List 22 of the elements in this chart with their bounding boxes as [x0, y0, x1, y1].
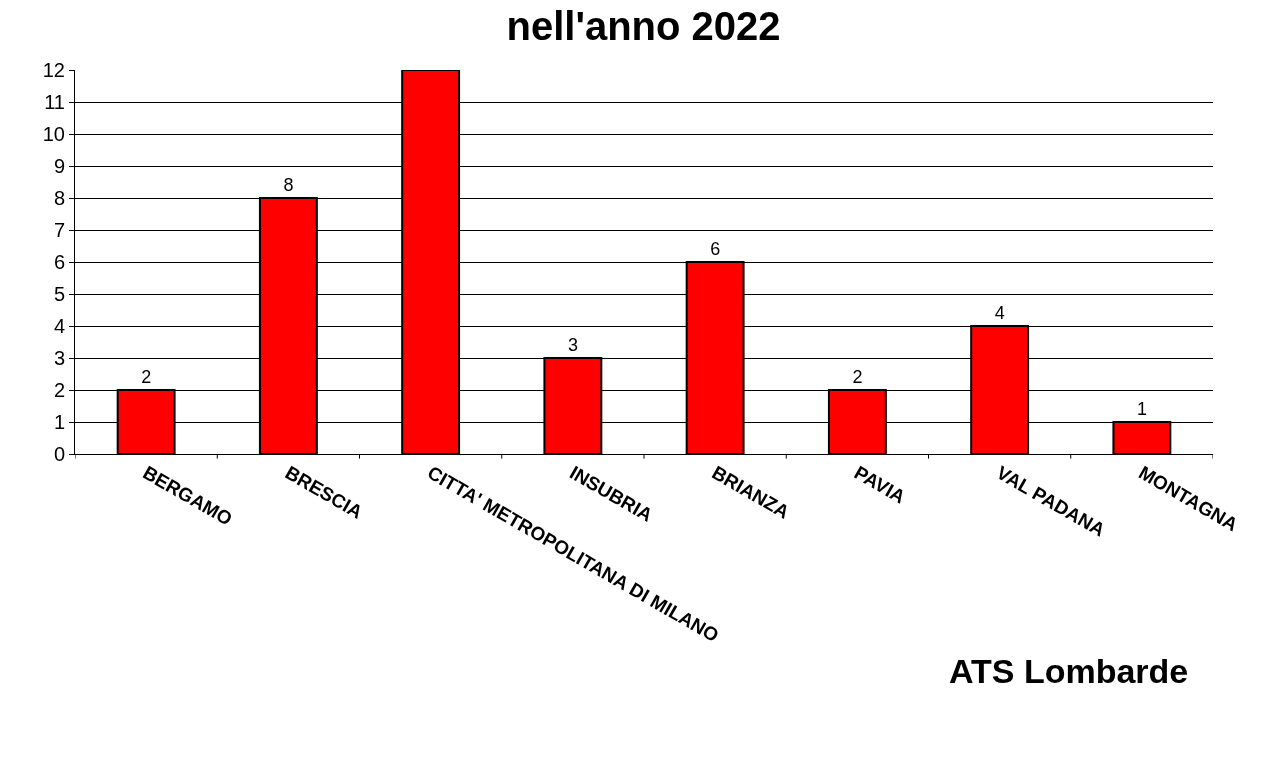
data-label: 3 — [567, 335, 578, 355]
y-tick-label: 10 — [42, 123, 65, 145]
y-tick-label: 8 — [53, 187, 65, 209]
data-label: 2 — [141, 367, 152, 387]
y-tick-label: 0 — [53, 443, 65, 465]
y-tick-label: 2 — [53, 379, 65, 401]
data-label: 8 — [283, 175, 294, 195]
y-tick-label: 6 — [53, 251, 65, 273]
y-tick-label: 12 — [42, 59, 65, 81]
y-tick-label: 1 — [53, 411, 65, 433]
data-label: 2 — [852, 367, 863, 387]
y-tick-label: 3 — [53, 347, 65, 369]
y-tick-label: 4 — [53, 315, 65, 337]
data-label: 4 — [994, 303, 1005, 323]
data-label: 1 — [1136, 399, 1147, 419]
text: ATS Lombarde — [949, 652, 1189, 690]
y-tick-label: 7 — [53, 219, 65, 241]
y-tick-label: 9 — [53, 155, 65, 177]
y-tick-label: 11 — [44, 91, 65, 113]
data-label: 6 — [710, 239, 721, 259]
y-tick-label: 5 — [53, 283, 65, 305]
chart-title: nell'anno 2022 — [506, 3, 781, 48]
